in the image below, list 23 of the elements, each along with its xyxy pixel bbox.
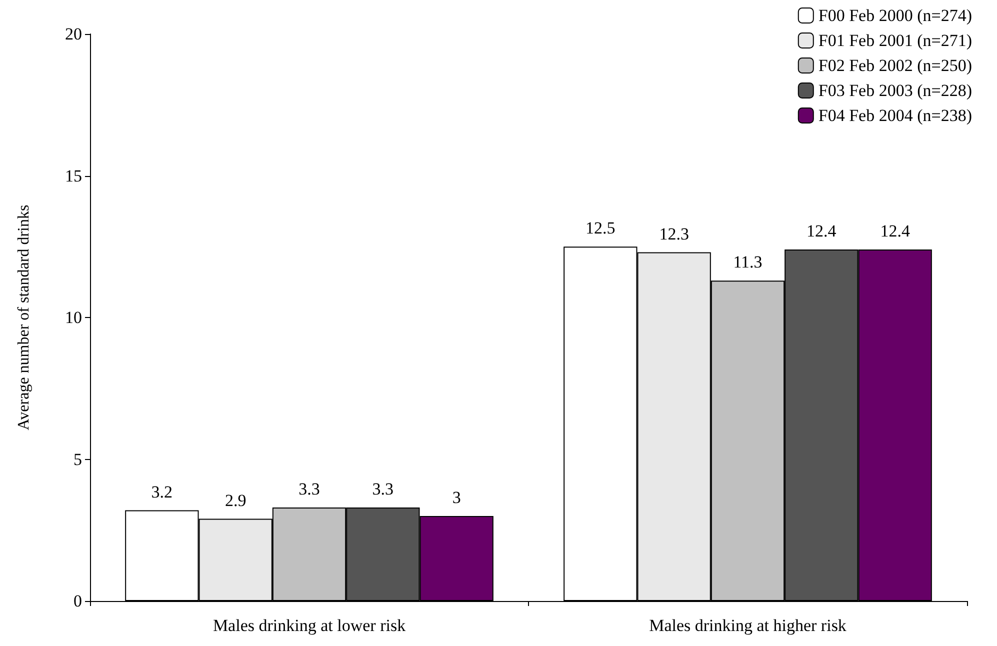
y-tick-label: 20 bbox=[65, 24, 82, 44]
data-label: 12.3 bbox=[659, 224, 689, 244]
data-label: 12.4 bbox=[880, 221, 910, 240]
legend-label: F02 Feb 2002 (n=250) bbox=[818, 56, 972, 75]
y-tick-label: 15 bbox=[65, 166, 82, 186]
data-label: 3.2 bbox=[151, 482, 173, 502]
data-label: 12.4 bbox=[806, 221, 837, 240]
y-axis-title: Average number of standard drinks bbox=[16, 204, 32, 430]
legend-label: F00 Feb 2000 (n=274) bbox=[818, 6, 972, 25]
y-tick-label: 0 bbox=[74, 592, 82, 610]
legend-label: F03 Feb 2003 (n=228) bbox=[818, 81, 972, 100]
data-label: 3 bbox=[452, 488, 461, 507]
data-label: 3.3 bbox=[372, 479, 394, 498]
x-tick-label: Males drinking at lower risk bbox=[212, 616, 406, 635]
data-label: 11.3 bbox=[733, 252, 762, 272]
data-label: 3.3 bbox=[298, 479, 320, 498]
data-label: 12.5 bbox=[586, 218, 616, 238]
y-tick-label: 5 bbox=[74, 450, 82, 469]
legend-label: F01 Feb 2001 (n=271) bbox=[818, 31, 972, 50]
x-tick-label: Males drinking at higher risk bbox=[649, 616, 847, 635]
data-label: 2.9 bbox=[224, 490, 246, 510]
legend-label: F04 Feb 2004 (n=238) bbox=[818, 106, 972, 125]
y-tick-label: 10 bbox=[65, 308, 82, 327]
